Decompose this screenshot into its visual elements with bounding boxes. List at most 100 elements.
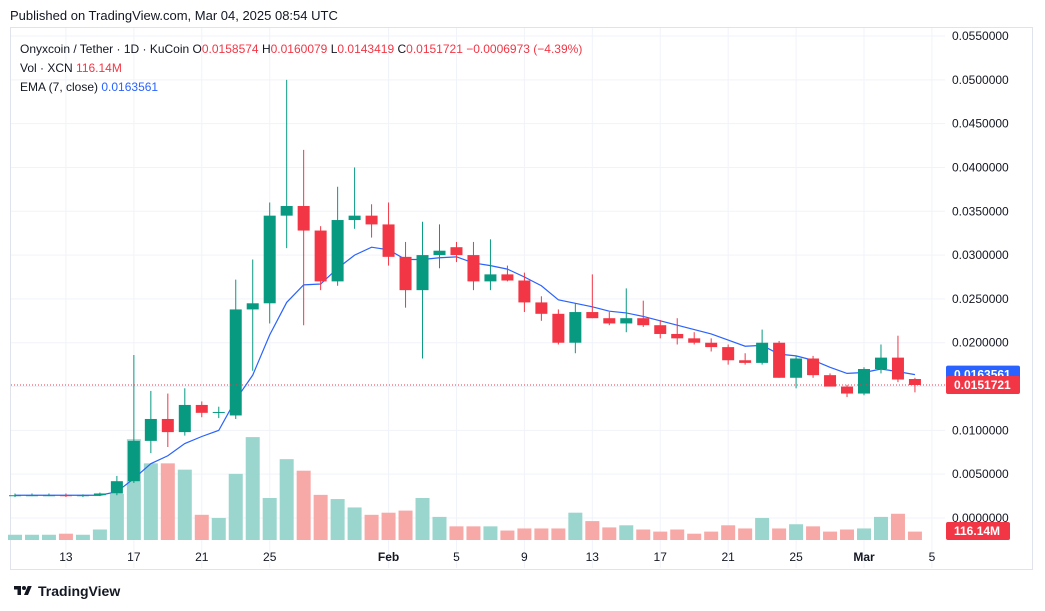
candle (824, 373, 837, 387)
volume-bar (755, 517, 770, 540)
candle (76, 494, 89, 497)
ema-row: EMA (7, close) 0.0163561 (20, 78, 582, 97)
candle (331, 186, 344, 286)
candle-body (688, 338, 701, 343)
candle-body (127, 440, 140, 482)
candle-body (603, 318, 616, 324)
x-tick-label: 17 (654, 550, 668, 564)
candle (25, 493, 38, 497)
candle-body (9, 495, 21, 497)
candle-body (280, 206, 293, 216)
candle-body (908, 379, 921, 386)
y-tick-label: 0.0550000 (952, 29, 1009, 43)
candle-body (59, 495, 72, 497)
candle-body (874, 357, 887, 370)
candle (348, 167, 361, 229)
candle (739, 353, 752, 365)
volume-bar (823, 531, 838, 540)
candle (42, 493, 55, 497)
y-tick-label: 0.0350000 (952, 204, 1009, 218)
candle (688, 332, 701, 345)
last-price-tag-bg (946, 376, 1020, 395)
tradingview-footer[interactable]: TradingView (12, 583, 120, 599)
volume-label[interactable]: Vol · XCN (20, 61, 73, 75)
volume-bar (109, 493, 124, 540)
candle-body (535, 302, 548, 314)
candle (518, 272, 531, 313)
volume-bar (551, 528, 566, 540)
candle (246, 259, 259, 371)
candle-body (433, 250, 446, 256)
volume-bar (602, 527, 617, 540)
volume-bar (500, 530, 515, 540)
x-tick-label: 17 (127, 550, 141, 564)
volume-bar (58, 533, 73, 540)
candle (382, 202, 395, 266)
candle-body (450, 247, 463, 256)
candle (280, 79, 293, 249)
x-tick-label: Feb (378, 550, 399, 564)
volume-bar (534, 528, 549, 540)
tradingview-brand: TradingView (38, 583, 121, 599)
candle (229, 279, 242, 419)
candle-body (552, 313, 565, 343)
candle (705, 338, 718, 352)
x-tick-label: Mar (853, 550, 875, 564)
candle (756, 329, 769, 365)
candle-body (637, 318, 650, 326)
candle-body (314, 230, 327, 282)
volume-bar (211, 517, 226, 540)
candle-body (93, 493, 106, 496)
candle (450, 241, 463, 263)
volume-bar (347, 507, 362, 540)
y-tick-label: 0.0000000 (952, 511, 1009, 525)
x-tick-label: 5 (929, 550, 936, 564)
candle-body (501, 274, 514, 281)
candle (467, 241, 480, 291)
volume-bar (857, 528, 871, 540)
candle (586, 274, 599, 319)
candle (178, 388, 191, 436)
volume-bar (653, 531, 668, 540)
volume-bar (41, 534, 56, 540)
volume-bar (890, 513, 905, 540)
candle (807, 355, 820, 378)
volume-bar (483, 526, 498, 540)
candle (433, 224, 446, 269)
candle (620, 288, 633, 333)
candle-body (722, 347, 735, 361)
volume-bar (873, 516, 888, 540)
candle-body (76, 495, 89, 497)
x-tick-label: 21 (195, 550, 209, 564)
low-value: 0.0143419 (337, 42, 395, 56)
candle-body (773, 342, 786, 378)
candle-body (25, 495, 38, 497)
y-tick-label: 0.0300000 (952, 248, 1009, 262)
candle (314, 226, 327, 291)
y-tick-label: 0.0450000 (952, 117, 1009, 131)
y-tick-label: 0.0400000 (952, 160, 1009, 174)
time-axis: 13 17 21 25 Feb 5 9 13 17 21 25 Mar 5 (59, 550, 935, 564)
ema-label[interactable]: EMA (7, close) (20, 80, 99, 94)
volume-bar (296, 470, 311, 540)
candle-body (891, 357, 904, 380)
candle-body (654, 325, 667, 334)
volume-value: 116.14M (76, 61, 122, 75)
chart-frame (10, 27, 1033, 570)
candle (654, 319, 667, 339)
candle-body (42, 495, 55, 497)
volume-bar (907, 531, 922, 540)
symbol-title[interactable]: Onyxcoin / Tether · 1D · KuCoin (20, 42, 190, 56)
candle-body (705, 342, 718, 348)
volume-bar (772, 528, 787, 540)
x-tick-label: 13 (59, 550, 73, 564)
candle (297, 149, 310, 326)
candle (552, 309, 565, 345)
candle (501, 265, 514, 282)
candle-body (841, 386, 854, 394)
candle-body (229, 309, 242, 416)
volume-tag-bg (946, 522, 1010, 540)
volume-bar (24, 534, 39, 540)
volume-bar (330, 499, 345, 540)
